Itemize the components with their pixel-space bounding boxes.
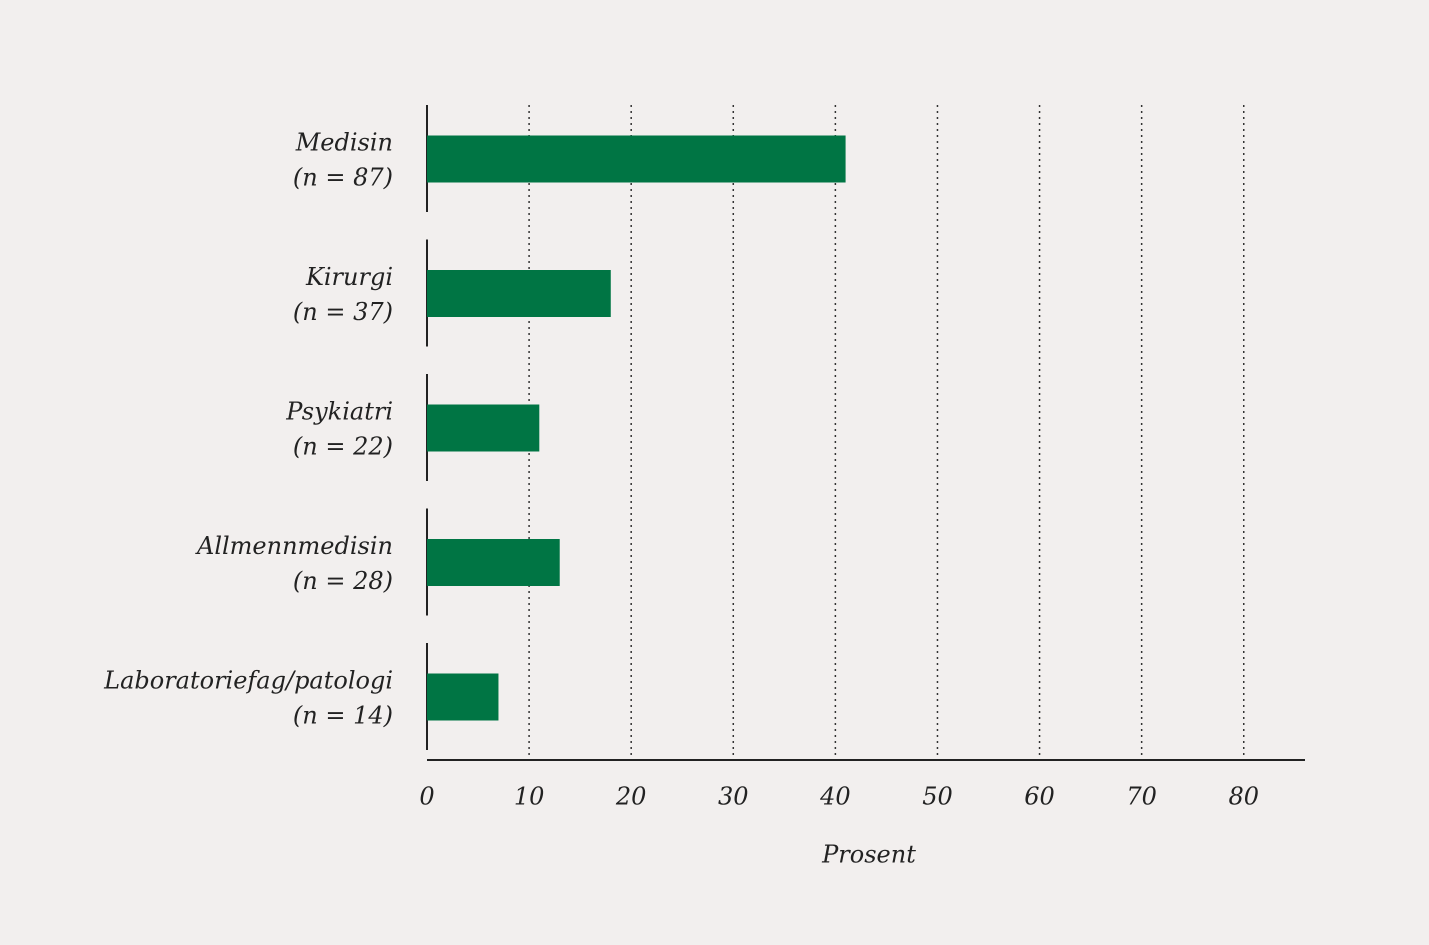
x-tick-label: 0 <box>419 783 434 811</box>
x-tick-label: 20 <box>615 783 647 811</box>
bar <box>427 673 499 721</box>
x-tick-label: 60 <box>1024 783 1055 811</box>
y-tick-sublabel: (n = 28) <box>293 567 393 595</box>
y-tick-sublabel: (n = 37) <box>293 298 393 326</box>
y-tick-label: Allmennmedisin <box>195 532 393 560</box>
y-tick-label: Laboratoriefag/patologi <box>103 667 393 695</box>
bar <box>427 539 560 586</box>
x-tick-label: 10 <box>514 783 545 811</box>
bar <box>427 404 540 452</box>
bar <box>427 270 611 317</box>
bar <box>427 135 846 183</box>
y-tick-label: Medisin <box>295 129 393 157</box>
y-tick-label: Kirurgi <box>305 263 393 291</box>
y-tick-sublabel: (n = 14) <box>293 702 393 730</box>
x-axis-label: Prosent <box>821 841 916 869</box>
x-tick-label: 70 <box>1126 783 1157 811</box>
x-tick-label: 80 <box>1228 783 1259 811</box>
x-tick-label: 50 <box>922 783 953 811</box>
y-tick-label: Psykiatri <box>285 398 393 426</box>
x-tick-label: 30 <box>718 783 749 811</box>
y-tick-sublabel: (n = 22) <box>293 433 393 461</box>
y-tick-sublabel: (n = 87) <box>293 164 393 192</box>
x-tick-label: 40 <box>819 783 851 811</box>
